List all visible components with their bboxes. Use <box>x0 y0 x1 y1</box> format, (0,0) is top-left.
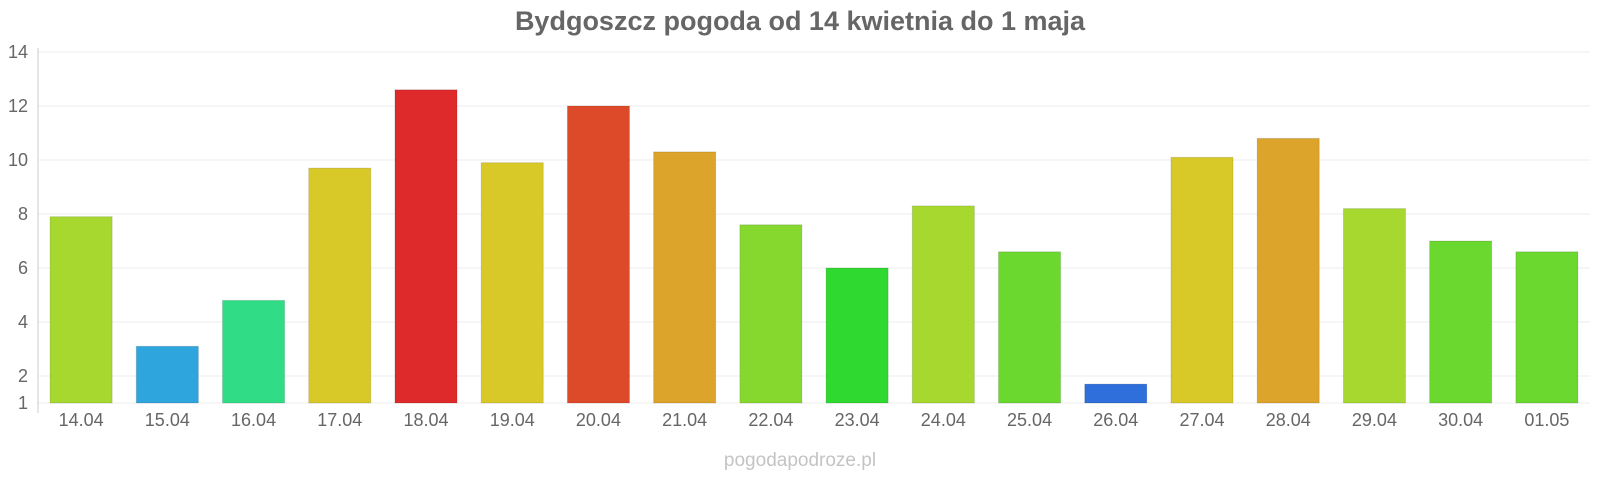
x-tick-label: 23.04 <box>835 410 880 430</box>
bar <box>1256 137 1320 404</box>
x-tick-label: 19.04 <box>490 410 535 430</box>
x-tick-label: 14.04 <box>59 410 104 430</box>
x-tick-label: 20.04 <box>576 410 621 430</box>
x-tick-label: 30.04 <box>1438 410 1483 430</box>
grid-lines <box>38 51 1590 404</box>
x-tick-label: 01.05 <box>1524 410 1569 430</box>
y-tick-label: 12 <box>8 96 28 116</box>
bar <box>1084 383 1148 404</box>
bar <box>308 167 372 404</box>
x-tick-label: 16.04 <box>231 410 276 430</box>
bar <box>1342 208 1406 404</box>
x-tick-label: 26.04 <box>1093 410 1138 430</box>
y-tick-label: 4 <box>18 312 28 332</box>
x-axis: 14.04 15.04 16.04 17.04 18.04 19.04 20.04 21.04… <box>59 410 1570 430</box>
bar <box>1429 240 1493 404</box>
y-tick-label: 8 <box>18 204 28 224</box>
x-tick-label: 15.04 <box>145 410 190 430</box>
bar <box>739 224 803 404</box>
x-tick-label: 25.04 <box>1007 410 1052 430</box>
watermark: pogodapodroze.pl <box>723 450 877 471</box>
bar <box>394 89 458 404</box>
bar <box>653 151 717 404</box>
bar <box>998 251 1062 404</box>
x-tick-label: 29.04 <box>1352 410 1397 430</box>
bar <box>135 345 199 404</box>
y-tick-label: 2 <box>18 366 28 386</box>
bar <box>1515 251 1579 404</box>
x-tick-label: 24.04 <box>921 410 966 430</box>
y-tick-label: 10 <box>8 150 28 170</box>
y-tick-label: 1 <box>18 393 28 413</box>
bar <box>825 267 889 404</box>
x-tick-label: 17.04 <box>317 410 362 430</box>
chart-title: Bydgoszcz pogoda od 14 kwietnia do 1 maj… <box>514 6 1086 36</box>
y-tick-label: 6 <box>18 258 28 278</box>
bars <box>49 89 1579 404</box>
bar <box>566 105 630 404</box>
bar <box>911 205 975 404</box>
x-tick-label: 28.04 <box>1266 410 1311 430</box>
bar <box>480 162 544 404</box>
y-tick-label: 14 <box>8 42 28 62</box>
x-tick-label: 27.04 <box>1179 410 1224 430</box>
bar <box>49 216 113 404</box>
x-tick-label: 18.04 <box>403 410 448 430</box>
bar <box>222 299 286 404</box>
x-tick-label: 21.04 <box>662 410 707 430</box>
x-tick-label: 22.04 <box>748 410 793 430</box>
bar <box>1170 156 1234 404</box>
